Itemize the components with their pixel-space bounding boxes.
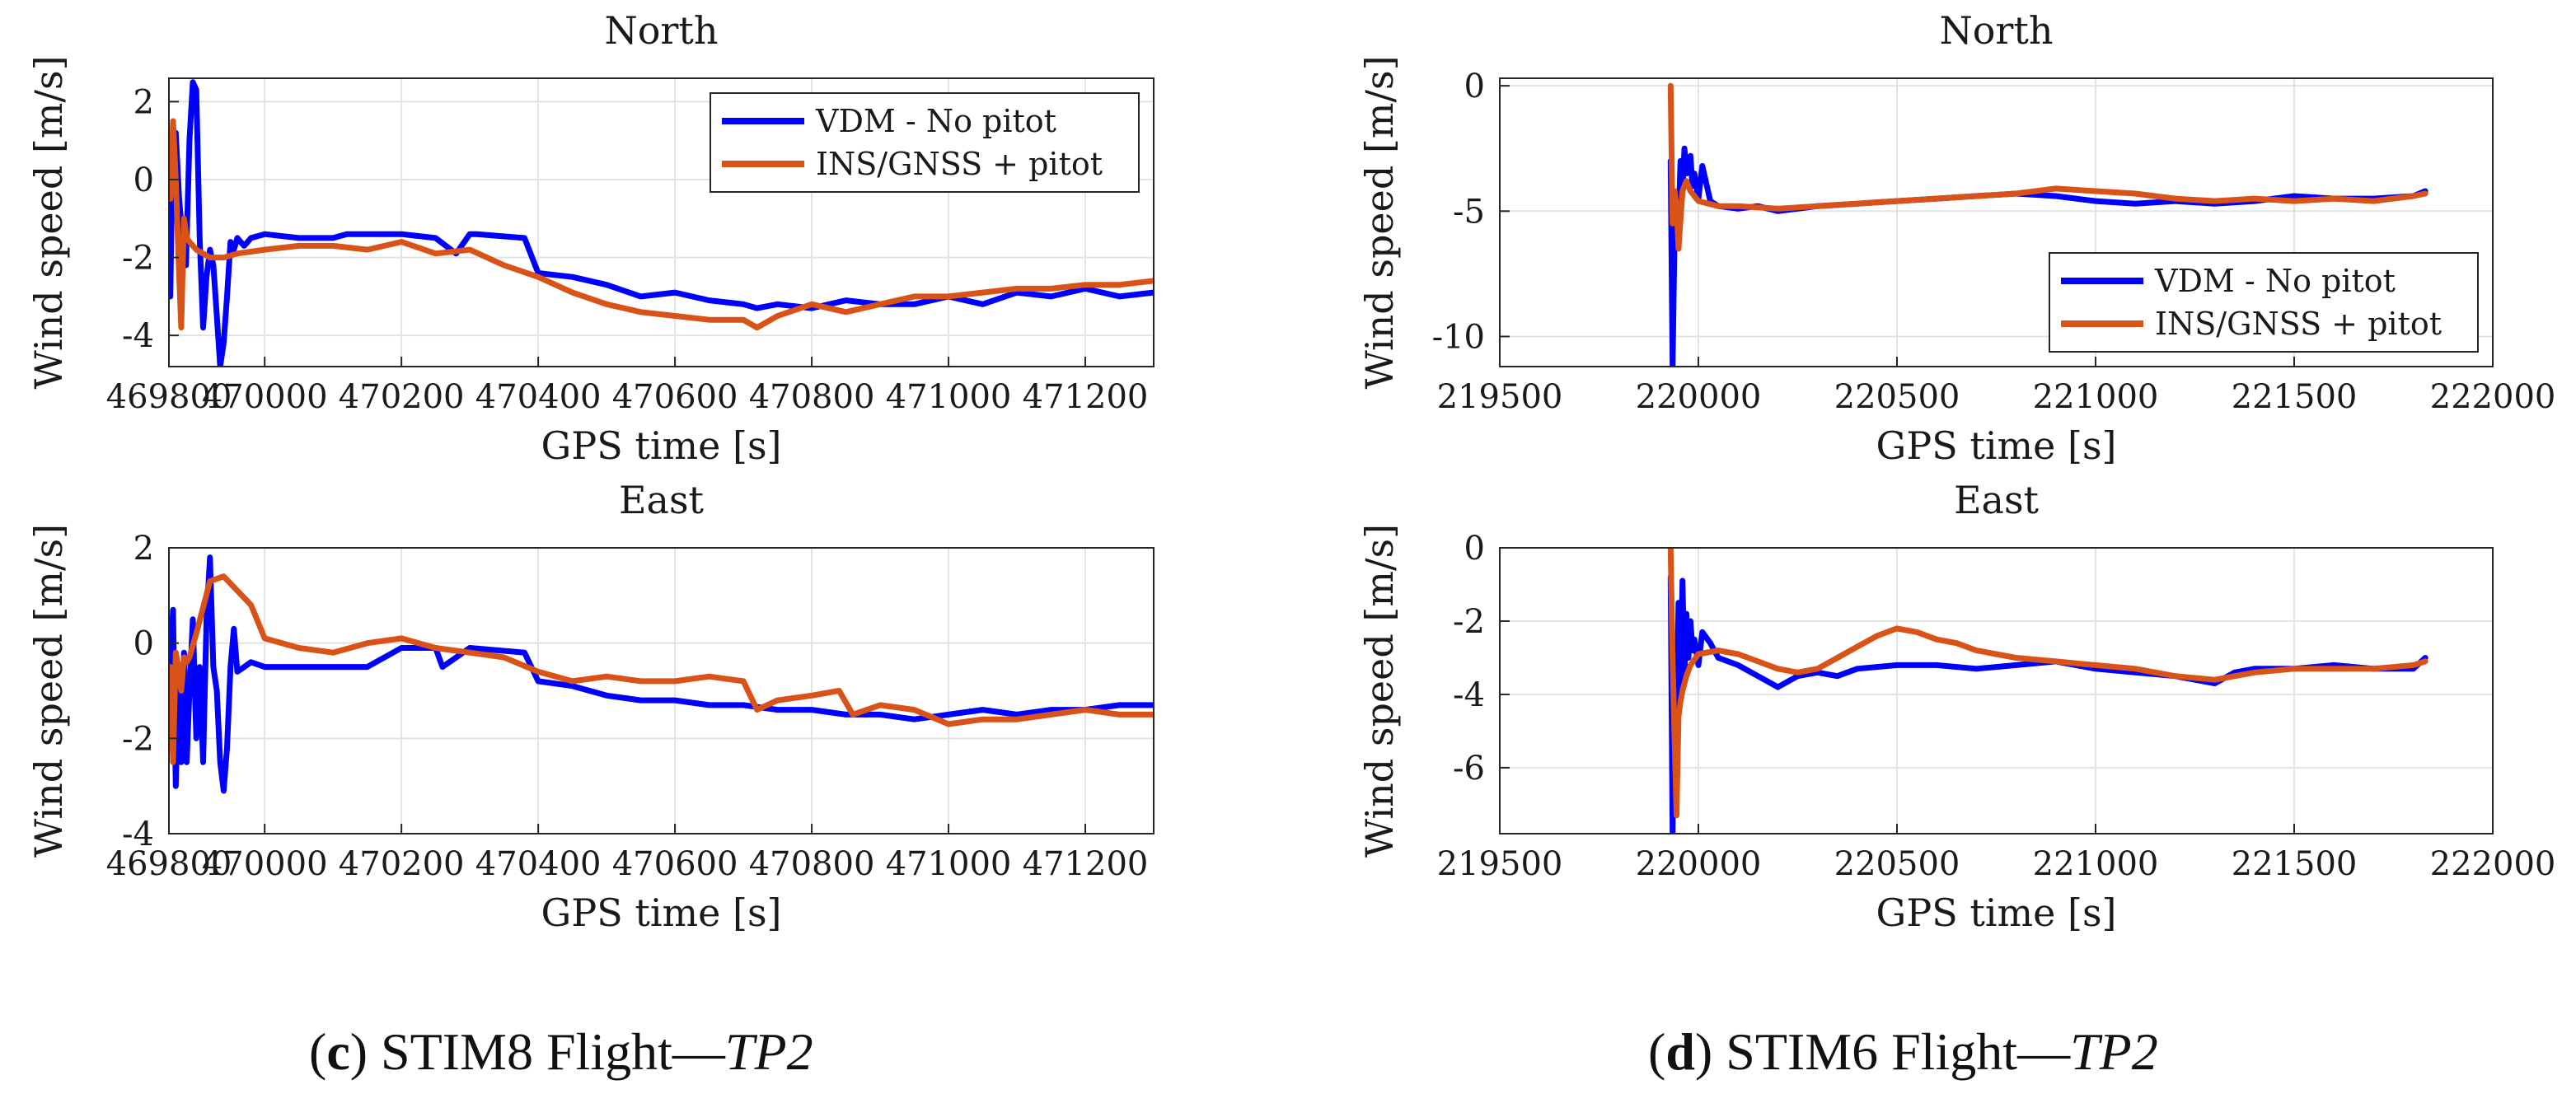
x-tick-label-1: 470000 <box>202 378 328 416</box>
legend-label-1: INS/GNSS + pitot <box>816 146 1103 182</box>
caption-c: (c) STIM8 Flight—TP2 <box>309 1022 813 1081</box>
axes-box <box>1499 77 2494 367</box>
x-tick-label-1: 220000 <box>1636 378 1762 416</box>
plot-area <box>1500 548 2493 834</box>
legend-box <box>710 92 1140 193</box>
x-tick-label-5: 222000 <box>2430 378 2556 416</box>
series-line-0 <box>169 554 1154 794</box>
x-tick-label-3: 470400 <box>475 378 602 416</box>
axes-box <box>1499 547 2494 835</box>
y-tick-label-2: 0 <box>1464 68 1485 105</box>
x-tick-label-3: 221000 <box>2033 845 2159 883</box>
y-tick-label-1: -2 <box>122 240 154 278</box>
x-tick-label-4: 221500 <box>2232 845 2358 883</box>
y-tick-label-3: 2 <box>133 83 154 121</box>
y-tick-label-0: -4 <box>122 317 154 355</box>
legend-box <box>2049 252 2479 353</box>
y-tick-label-2: -2 <box>1453 603 1485 641</box>
series-line-1 <box>1667 548 2428 819</box>
chart-d-east: 219500 220000 220500 221000 221500 222000 -6 -4… <box>1357 478 2555 935</box>
x-tick-label-7: 471200 <box>1023 845 1149 883</box>
axes-box <box>168 547 1155 835</box>
x-tick-label-1: 470000 <box>202 845 328 883</box>
x-tick-label-7: 471200 <box>1023 378 1149 416</box>
y-tick-label-0: -10 <box>1432 318 1485 356</box>
chart-title: East <box>1954 478 2040 522</box>
y-tick-label-1: -4 <box>1453 676 1485 714</box>
x-axis-label: GPS time [s] <box>541 891 782 935</box>
x-tick-label-5: 470800 <box>749 845 875 883</box>
y-tick-label-1: -5 <box>1453 193 1485 231</box>
chart-title: East <box>619 478 705 522</box>
x-tick-label-4: 470600 <box>612 378 738 416</box>
x-tick-label-2: 470200 <box>339 378 465 416</box>
x-tick-label-0: 469800 <box>106 378 232 416</box>
plot-area <box>169 548 1154 834</box>
chart-d-north: 219500 220000 220500 221000 221500 222000 -10 -… <box>1357 8 2555 468</box>
x-axis-label: GPS time [s] <box>541 423 782 468</box>
y-axis-label: Wind speed [m/s] <box>1357 524 1402 858</box>
series-line-1 <box>1667 82 2428 252</box>
legend-label-1: INS/GNSS + pitot <box>2155 306 2442 342</box>
x-tick-label-4: 470600 <box>612 845 738 883</box>
x-tick-label-1: 220000 <box>1636 845 1762 883</box>
axes-box <box>168 77 1155 367</box>
series-line-0 <box>169 79 1154 367</box>
caption-d-italic: TP2 <box>2070 1022 2158 1081</box>
caption-d: (d) STIM6 Flight—TP2 <box>1648 1022 2158 1081</box>
legend-label-0: VDM - No pitot <box>2154 263 2396 299</box>
x-tick-label-0: 219500 <box>1437 845 1563 883</box>
caption-c-letter: c <box>326 1022 350 1081</box>
legend: VDM - No pitot INS/GNSS + pitot <box>710 92 1140 193</box>
x-tick-label-0: 469800 <box>106 845 232 883</box>
x-tick-label-6: 471000 <box>886 378 1012 416</box>
y-tick-label-0: -6 <box>1453 750 1485 788</box>
x-tick-label-5: 222000 <box>2430 845 2556 883</box>
series-line-1 <box>169 573 1154 765</box>
y-axis-label: Wind speed [m/s] <box>1357 55 1402 389</box>
y-tick-label-3: 2 <box>133 530 154 568</box>
x-tick-label-5: 470800 <box>749 378 875 416</box>
x-tick-label-4: 221500 <box>2232 378 2358 416</box>
x-tick-label-2: 220500 <box>1834 378 1960 416</box>
y-axis-label: Wind speed [m/s] <box>26 55 71 389</box>
x-tick-label-0: 219500 <box>1437 378 1563 416</box>
y-axis-label: Wind speed [m/s] <box>26 524 71 858</box>
x-tick-label-2: 220500 <box>1834 845 1960 883</box>
legend-label-0: VDM - No pitot <box>815 103 1056 139</box>
legend: VDM - No pitot INS/GNSS + pitot <box>2049 252 2479 353</box>
x-axis-label: GPS time [s] <box>1876 423 2117 468</box>
x-axis-label: GPS time [s] <box>1876 891 2117 935</box>
caption-c-italic: TP2 <box>724 1022 813 1081</box>
chart-title: North <box>1939 8 2053 53</box>
caption-d-text: STIM6 Flight— <box>1712 1022 2071 1081</box>
caption-c-text: STIM8 Flight— <box>368 1022 725 1081</box>
y-tick-label-3: 0 <box>1464 530 1485 568</box>
y-tick-label-2: 0 <box>133 161 154 199</box>
caption-d-letter: d <box>1665 1022 1695 1081</box>
y-tick-label-1: -2 <box>122 720 154 758</box>
x-tick-label-6: 471000 <box>886 845 1012 883</box>
y-tick-label-2: 0 <box>133 625 154 663</box>
x-tick-label-3: 470400 <box>475 845 602 883</box>
series-line-1 <box>169 118 1154 331</box>
chart-title: North <box>604 8 718 53</box>
y-tick-label-0: -4 <box>122 816 154 853</box>
x-tick-label-3: 221000 <box>2033 378 2159 416</box>
x-tick-label-2: 470200 <box>339 845 465 883</box>
